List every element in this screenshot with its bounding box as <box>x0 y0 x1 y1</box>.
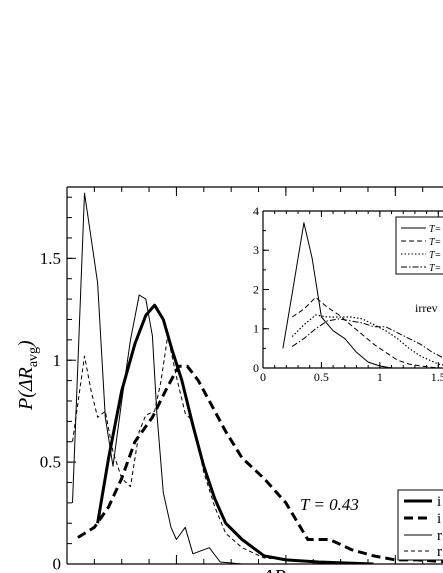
y-axis-label: P(ΔRavg) <box>15 340 41 411</box>
inset-series-dotted <box>291 314 443 366</box>
inset-legend-label-4: T= <box>429 263 441 274</box>
inset-ytick-label: 0 <box>253 361 259 375</box>
inset-legend-box <box>395 216 443 275</box>
legend-label-4: r <box>437 544 442 560</box>
main-ytick-label: 0.5 <box>40 453 61 472</box>
main-xtick-label: 3 <box>391 569 400 573</box>
x-axis-label-main: ΔR <box>261 566 286 573</box>
main-legend: i i r r <box>397 489 443 561</box>
inset-legend-label-3: T= <box>429 250 441 261</box>
main-xtick-label: 1 <box>172 569 181 573</box>
y-axis-label-post: ) <box>15 340 37 348</box>
main-plot: 012300.511.5 T = 0.43 ΔRavg P(ΔRavg) i i… <box>15 186 443 573</box>
temperature-annotation: T = 0.43 <box>300 495 359 514</box>
inset-xtick-label: 1.5 <box>431 370 443 384</box>
inset-series-dashed <box>291 296 439 368</box>
inset-xtick-label: 0.5 <box>314 370 329 384</box>
main-series-thin-solid <box>72 192 243 564</box>
inset-legend-label-1: T= <box>429 224 441 235</box>
inset-legend-label-2: T= <box>429 237 441 248</box>
legend-label-2: i <box>437 511 441 527</box>
main-ytick-label: 1 <box>53 351 62 370</box>
main-series-thick-solid <box>96 303 374 564</box>
main-ytick-label: 0 <box>53 555 62 573</box>
main-series-thick-dashed <box>77 364 443 564</box>
legend-label-3: r <box>437 528 442 544</box>
inset-annotation: irrev <box>415 301 438 315</box>
inset-series-solid <box>282 222 392 368</box>
x-axis-label: ΔRavg <box>261 566 306 573</box>
inset-plot: 0 0.5 1 1.5 0 1 2 3 4 irrev T= T= T= T= <box>253 204 443 384</box>
inset-legend: T= T= T= T= <box>395 216 443 275</box>
legend-label-1: i <box>437 494 441 510</box>
main-ytick-label: 1.5 <box>40 249 61 268</box>
main-xtick-label: 0 <box>63 569 72 573</box>
inset-ytick-label: 4 <box>253 204 259 218</box>
inset-ytick-label: 1 <box>253 322 259 336</box>
main-series-thin-dashed <box>72 335 341 564</box>
inset-ytick-label: 3 <box>253 243 259 257</box>
inset-xtick-label: 1 <box>377 370 383 384</box>
main-xtick-label: 2 <box>282 569 291 573</box>
y-axis-label-sub: avg <box>26 347 41 367</box>
inset-series-dashdot <box>291 318 443 359</box>
inset-xtick-label: 0 <box>260 370 266 384</box>
inset-ytick-label: 2 <box>253 282 259 296</box>
y-axis-label-pre: P(ΔR <box>15 367 37 411</box>
